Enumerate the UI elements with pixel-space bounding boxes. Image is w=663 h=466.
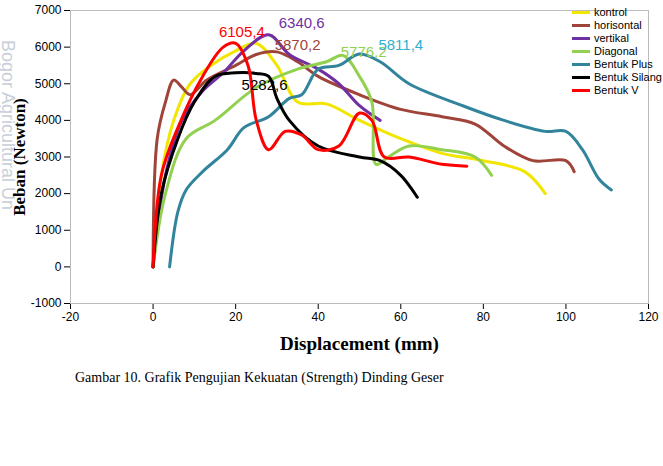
html-text:vertikal: vertikal xyxy=(594,32,629,44)
svg-text:5870,2: 5870,2 xyxy=(275,36,321,53)
svg-text:100: 100 xyxy=(556,310,576,324)
svg-text:120: 120 xyxy=(638,310,658,324)
svg-text:40: 40 xyxy=(312,310,326,324)
svg-text:5811,4: 5811,4 xyxy=(378,36,423,53)
svg-text:2000: 2000 xyxy=(35,186,62,200)
svg-text:Beban (Newton): Beban (Newton) xyxy=(10,98,29,216)
svg-text:1000: 1000 xyxy=(35,223,62,237)
html-text:Diagonal: Diagonal xyxy=(594,45,638,57)
svg-text:5000: 5000 xyxy=(35,77,62,91)
svg-text:3000: 3000 xyxy=(35,150,62,164)
html-text:Bentuk Plus: Bentuk Plus xyxy=(594,58,653,70)
svg-text:-1000: -1000 xyxy=(31,296,62,310)
html-text:Gambar 10. Grafik Pengujian Ke: Gambar 10. Grafik Pengujian Kekuatan (St… xyxy=(75,370,444,385)
svg-text:7000: 7000 xyxy=(35,3,62,17)
svg-text:0: 0 xyxy=(150,310,157,324)
svg-text:60: 60 xyxy=(394,310,408,324)
svg-text:-20: -20 xyxy=(62,310,80,324)
svg-text:5282,6: 5282,6 xyxy=(242,76,288,93)
svg-text:6105,4: 6105,4 xyxy=(219,23,265,40)
svg-text:Displacement (mm): Displacement (mm) xyxy=(280,333,439,355)
html-text:Bentuk Silang: Bentuk Silang xyxy=(594,71,662,83)
svg-text:4000: 4000 xyxy=(35,113,62,127)
svg-text:80: 80 xyxy=(477,310,491,324)
html-text:horisontal: horisontal xyxy=(594,19,642,31)
svg-text:0: 0 xyxy=(55,260,62,274)
svg-text:6340,6: 6340,6 xyxy=(279,14,325,31)
svg-text:5776,2: 5776,2 xyxy=(340,43,387,61)
html-text:Bentuk V: Bentuk V xyxy=(594,84,639,96)
svg-text:20: 20 xyxy=(229,310,243,324)
html-text:kontrol: kontrol xyxy=(594,6,627,18)
svg-text:6000: 6000 xyxy=(35,40,62,54)
